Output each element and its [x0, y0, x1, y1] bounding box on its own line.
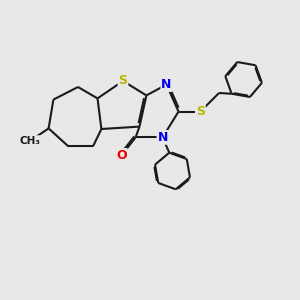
Text: S: S	[118, 74, 127, 88]
Text: CH₃: CH₃	[20, 136, 40, 146]
Text: S: S	[196, 105, 205, 118]
Text: O: O	[116, 149, 127, 162]
Text: N: N	[161, 78, 172, 91]
Text: N: N	[158, 131, 168, 144]
